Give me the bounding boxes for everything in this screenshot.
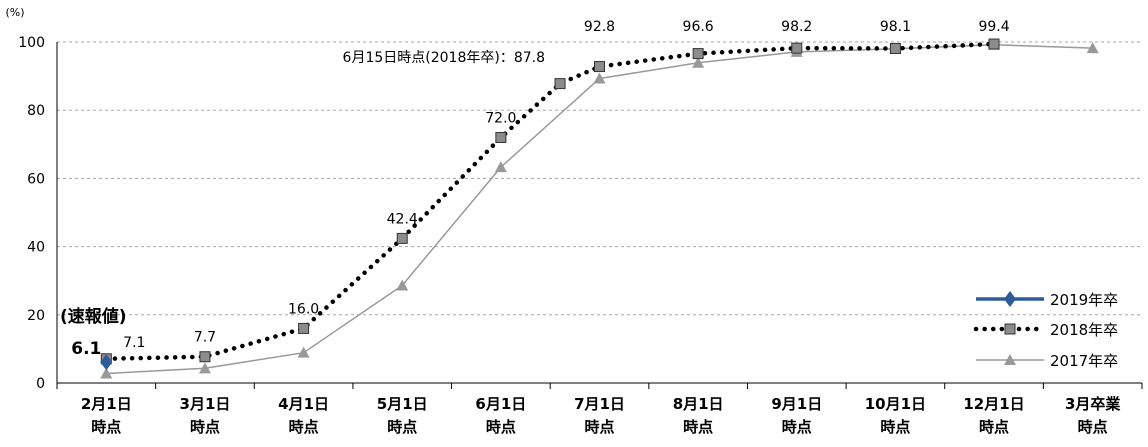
y-tick-label: 40: [27, 240, 45, 256]
legend-label: 2019年卒: [1050, 291, 1118, 309]
x-tick-label: 時点: [880, 418, 910, 436]
data-point: [988, 38, 1000, 50]
data-point: [297, 346, 310, 358]
x-tick-label: 時点: [486, 418, 516, 436]
data-label: 16.0: [288, 301, 319, 317]
x-tick-label: 8月1日: [673, 395, 724, 413]
y-unit-label: (%): [5, 6, 24, 19]
legend-item: 2018年卒: [973, 321, 1118, 339]
data-point: [692, 48, 704, 60]
data-label: 42.4: [387, 211, 418, 227]
data-label: 7.1: [123, 335, 145, 351]
series-2019年卒: [100, 354, 113, 371]
legend-item: 2017年卒: [976, 352, 1118, 370]
data-point: [495, 131, 507, 143]
x-tick-label: 9月1日: [771, 395, 822, 413]
data-point: [889, 42, 901, 54]
x-tick-label: 時点: [979, 418, 1009, 436]
legend-marker: [1004, 291, 1016, 307]
x-tick-label: 時点: [190, 418, 220, 436]
data-point: [692, 56, 705, 68]
data-label: 98.2: [781, 19, 812, 35]
grid-lines: [57, 41, 1142, 316]
x-tick-label: 時点: [387, 418, 417, 436]
x-tick-label: 時点: [1078, 418, 1108, 436]
data-label: 72.0: [485, 110, 516, 126]
data-label: 96.6: [683, 19, 714, 35]
data-point: [100, 367, 113, 379]
data-point: [396, 232, 408, 244]
y-tick-label: 20: [27, 308, 45, 324]
data-point: [198, 362, 211, 374]
x-tick-label: 時点: [584, 418, 614, 436]
data-label: 92.8: [584, 19, 615, 35]
data-point: [100, 354, 113, 371]
series-layer: [100, 38, 1099, 379]
data-labels: 6.1 7.1 7.7 16.0 42.4 72.0 92.8 96.6 98.2 98.1 99.…: [60, 19, 1010, 359]
data-point: [298, 322, 310, 334]
x-tick-label: 時点: [683, 418, 713, 436]
x-tick-label: 3月1日: [180, 395, 231, 413]
data-point: [494, 161, 507, 173]
data-label: 98.1: [880, 19, 911, 35]
data-point: [593, 72, 606, 84]
data-label: 7.7: [194, 330, 216, 346]
x-tick-label: 12月1日: [963, 395, 1024, 413]
y-tick-label: 60: [27, 171, 45, 187]
data-label: 6.1: [71, 339, 101, 359]
june15-annotation: 6月15日時点(2018年卒)：87.8: [343, 50, 545, 66]
legend-marker: [1004, 323, 1016, 335]
x-tick-label: 6月1日: [475, 395, 526, 413]
legend-label: 2018年卒: [1050, 321, 1118, 339]
series-line: [104, 41, 997, 362]
x-tick-label: 時点: [782, 418, 812, 436]
y-tick-label: 80: [27, 103, 45, 119]
data-point: [554, 78, 566, 90]
legend: 2019年卒 2018年卒 2017年卒: [973, 291, 1118, 370]
preliminary-annotation: (速報値): [60, 306, 127, 327]
data-point: [594, 61, 605, 73]
legend-label: 2017年卒: [1050, 352, 1118, 370]
x-tick-label: 3月卒業: [1065, 395, 1121, 413]
x-tick-label: 時点: [289, 418, 319, 436]
x-tick-label: 4月1日: [278, 395, 329, 413]
data-point: [199, 351, 211, 363]
data-point: [1086, 42, 1099, 54]
y-tick-label: 0: [36, 376, 45, 392]
x-tick-label: 時点: [91, 418, 121, 436]
series-2017年卒: [100, 38, 1099, 379]
legend-item: 2019年卒: [976, 291, 1118, 309]
data-label: 99.4: [978, 19, 1009, 35]
x-tick-label: 5月1日: [377, 395, 428, 413]
series-line: [106, 43, 1093, 375]
y-tick-label: 100: [18, 35, 45, 51]
data-point: [396, 279, 409, 291]
x-tick-label: 10月1日: [865, 395, 926, 413]
data-point: [791, 42, 803, 54]
x-tick-label: 2月1日: [81, 395, 132, 413]
legend-marker: [1004, 354, 1016, 365]
x-tick-label: 7月1日: [574, 395, 625, 413]
